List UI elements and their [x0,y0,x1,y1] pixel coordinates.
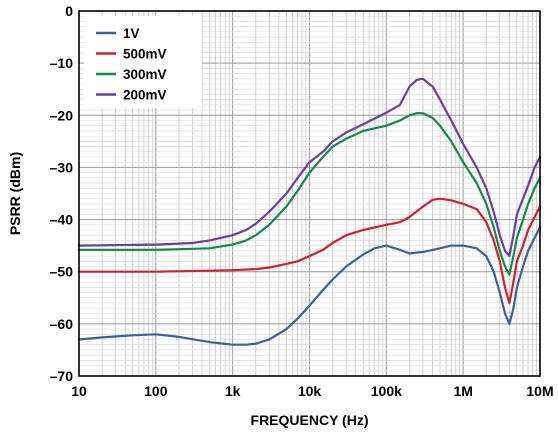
x-tick-label: 1k [225,383,241,399]
legend: 1V 500mV 300mV 200mV [84,16,202,108]
legend-label: 200mV [123,88,167,103]
legend-background [84,16,202,108]
series-line-300mv [77,112,542,276]
y-tick-label: –40 [50,212,74,228]
x-tick-label: 100 [144,383,168,399]
y-tick-label: –30 [50,159,74,175]
y-tick-label: –10 [50,55,74,71]
x-tick-label: 10 [71,383,87,399]
legend-label: 1V [123,26,140,41]
series-line-500mv [77,197,542,305]
x-tick-label: 100k [371,383,402,399]
x-tick-label: 10k [298,383,322,399]
y-axis-label: PSRR (dBm) [7,152,23,235]
y-tick-label: –60 [50,316,74,332]
x-axis-label: FREQUENCY (Hz) [251,412,369,428]
series-lines [77,77,542,346]
series-line-200mv [77,77,542,258]
x-tick-label: 1M [453,383,472,399]
series-line-1v [77,226,542,346]
y-tick-label: –70 [50,368,74,384]
legend-label: 300mV [123,67,167,82]
y-tick-label: 0 [65,3,73,19]
tick-labels: 10 100 1k 10k 100k 1M 10M 0 –10 –20 –30 –40 –50 –60 –7… [50,3,554,399]
y-tick-label: –20 [50,107,74,123]
y-tick-label: –50 [50,264,74,280]
legend-label: 500mV [123,47,167,62]
x-tick-label: 10M [526,383,553,399]
plot-frame [78,10,541,377]
